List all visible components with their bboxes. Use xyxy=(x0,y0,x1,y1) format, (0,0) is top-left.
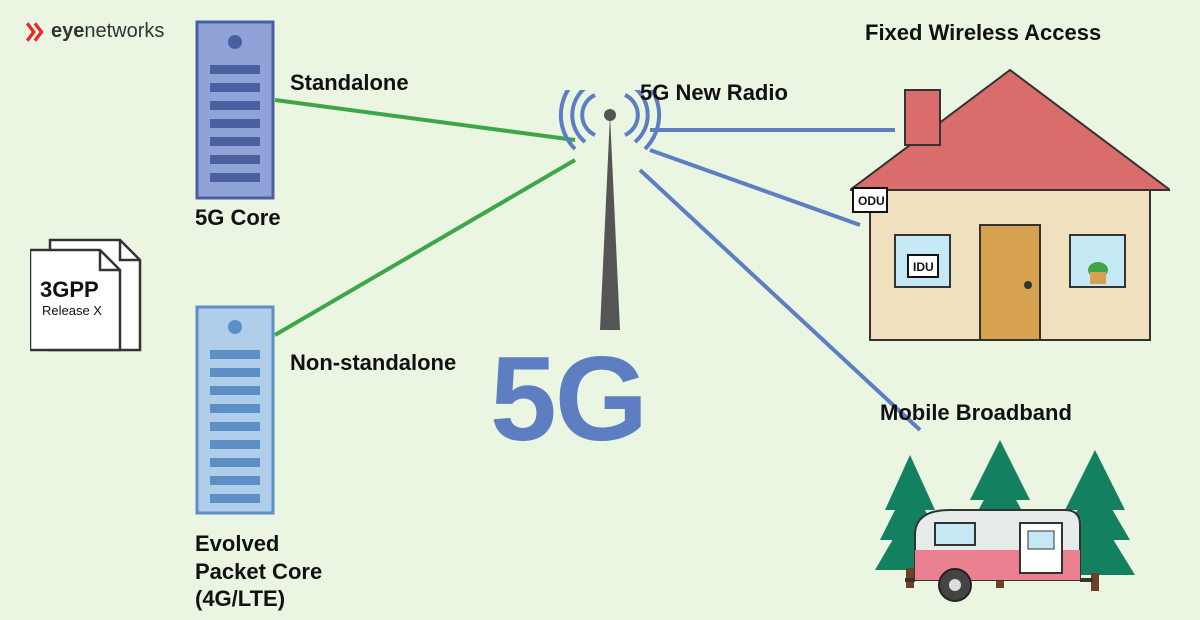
doc-title: 3GPP xyxy=(40,277,99,302)
label-5g-new-radio: 5G New Radio xyxy=(640,80,788,106)
label-fixed-wireless-access: Fixed Wireless Access xyxy=(865,20,1101,46)
doc-sub: Release X xyxy=(42,303,102,318)
logo-accent: eye xyxy=(51,20,84,42)
house-icon: ODU IDU xyxy=(850,60,1170,360)
logo-chevron-icon xyxy=(25,21,47,43)
server-epc-icon xyxy=(195,305,275,515)
center-5g-text: 5G xyxy=(490,330,646,468)
line-non-standalone xyxy=(275,160,575,335)
document-3gpp-icon: 3GPP Release X xyxy=(30,235,150,355)
label-5g-core: 5G Core xyxy=(195,205,281,231)
label-evolved-packet-core: Evolved Packet Core (4G/LTE) xyxy=(195,530,322,613)
brand-logo: eyenetworks xyxy=(25,20,164,43)
logo-rest: networks xyxy=(84,20,164,42)
line-standalone xyxy=(275,100,575,140)
mobile-broadband-scene-icon xyxy=(870,440,1170,610)
radio-tower-icon xyxy=(555,90,675,340)
server-5g-core-icon xyxy=(195,20,275,200)
logo-text: eyenetworks xyxy=(51,20,164,43)
line-to-house-mid xyxy=(650,150,860,225)
odu-label: ODU xyxy=(858,194,885,208)
label-non-standalone: Non-standalone xyxy=(290,350,456,376)
idu-label: IDU xyxy=(913,260,934,274)
label-standalone: Standalone xyxy=(290,70,409,96)
label-mobile-broadband: Mobile Broadband xyxy=(880,400,1072,426)
